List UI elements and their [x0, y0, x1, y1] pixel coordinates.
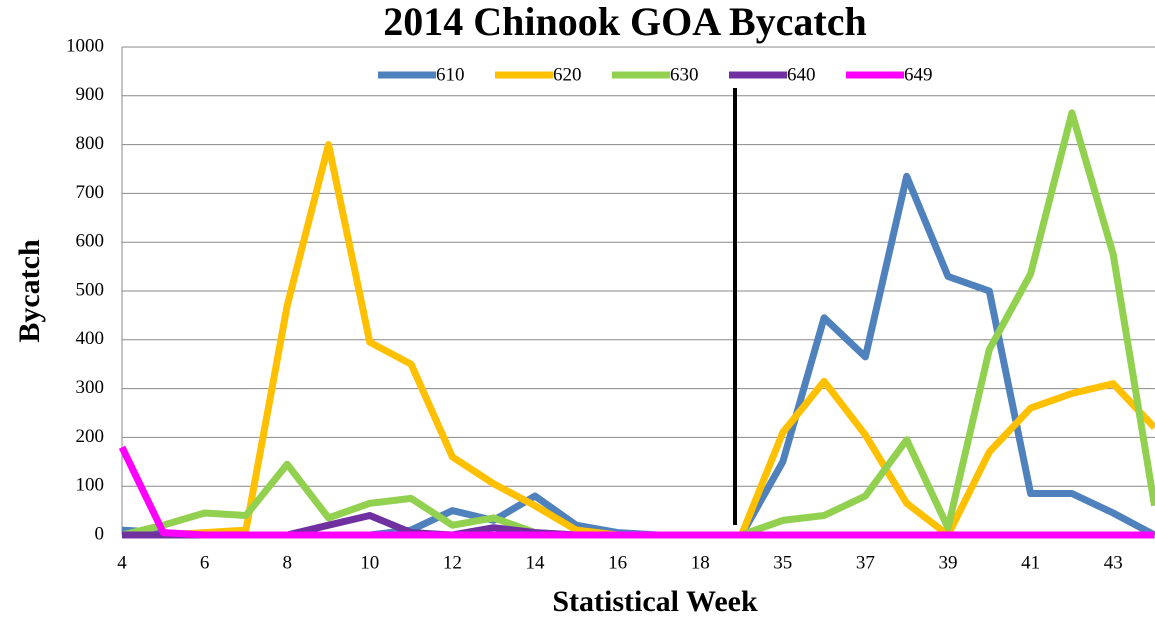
y-tick-label: 600 [76, 231, 105, 252]
y-tick-label: 800 [76, 133, 105, 154]
legend: 610 620 630 640 649 [378, 64, 933, 85]
legend-label: 649 [904, 64, 933, 85]
series-line [121, 109, 1155, 539]
x-tick-label: 14 [526, 552, 546, 573]
x-tick-label: 35 [773, 552, 792, 573]
legend-label: 620 [553, 64, 582, 85]
x-tick-label: 16 [608, 552, 627, 573]
x-tick-label: 39 [939, 552, 958, 573]
legend-label: 640 [787, 64, 816, 85]
legend-label: 610 [436, 64, 465, 85]
y-tick-label: 100 [76, 475, 105, 496]
y-tick-label: 1000 [66, 35, 104, 56]
y-tick-label: 500 [76, 279, 105, 300]
x-tick-label: 43 [1104, 552, 1123, 573]
legend-label: 630 [670, 64, 699, 85]
y-tick-label: 0 [95, 523, 105, 544]
y-axis-title: Bycatch [13, 239, 46, 343]
x-axis-title: Statistical Week [552, 585, 758, 618]
x-tick-label: 8 [282, 552, 292, 573]
series-line [118, 445, 1155, 539]
y-tick-label: 700 [76, 182, 105, 203]
x-tick-label: 10 [360, 552, 379, 573]
x-tick-label: 18 [691, 552, 710, 573]
x-tick-label: 37 [856, 552, 875, 573]
y-tick-label: 300 [76, 377, 105, 398]
y-tick-label: 400 [76, 328, 105, 349]
x-tick-label: 12 [443, 552, 462, 573]
x-tick-label: 41 [1021, 552, 1040, 573]
y-tick-label: 200 [76, 426, 105, 447]
chart-title: 2014 Chinook GOA Bycatch [383, 0, 866, 44]
x-tick-label: 6 [200, 552, 210, 573]
y-tick-label: 900 [76, 84, 105, 105]
x-tick-label: 4 [117, 552, 127, 573]
plot [118, 109, 1155, 539]
